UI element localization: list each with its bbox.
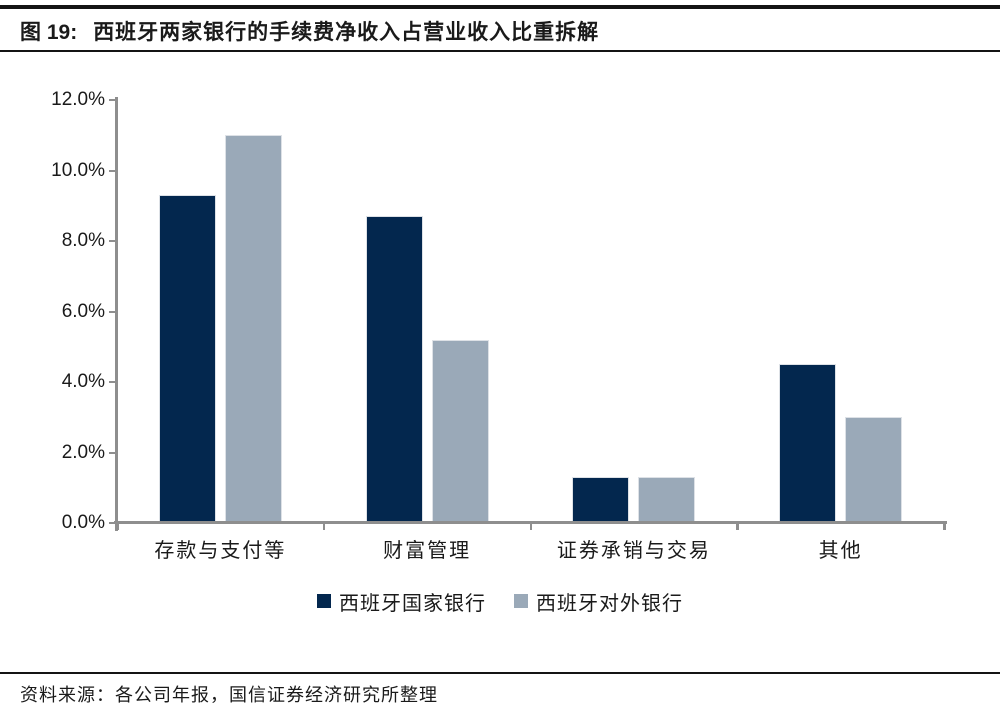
x-tick — [529, 521, 532, 530]
y-tick — [109, 169, 117, 172]
bar-series2-cat1 — [224, 135, 282, 523]
y-tick — [109, 522, 117, 524]
x-category-label: 其他 — [818, 540, 863, 562]
y-tick-label: 6.0% — [61, 300, 105, 322]
legend-label: 西班牙对外银行 — [536, 592, 683, 615]
bar-chart: 0.0% 2.0% 4.0% 6.0% 8.0% 10.0% 12.0% 存款与支付等 财富管… — [0, 60, 1000, 620]
x-tick — [736, 521, 739, 530]
x-category-label: 存款与支付等 — [154, 540, 287, 562]
legend-swatch-icon — [514, 594, 528, 608]
figure-title-text: 西班牙两家银行的手续费净收入占营业收入比重拆解 — [93, 21, 600, 44]
footer-rule — [0, 672, 1000, 674]
bar-series1-cat3 — [572, 477, 630, 523]
legend-swatch-icon — [317, 594, 331, 608]
y-tick-label: 4.0% — [61, 371, 105, 392]
x-category-label: 证券承销与交易 — [556, 540, 711, 562]
header-bottom-rule — [0, 50, 1000, 52]
y-tick — [109, 240, 117, 242]
y-tick — [109, 99, 117, 101]
bar-series1-cat4 — [779, 364, 837, 523]
x-tick — [116, 521, 119, 530]
figure-title: 图 19: 西班牙两家银行的手续费净收入占营业收入比重拆解 — [20, 16, 599, 46]
bar-series1-cat1 — [158, 195, 216, 523]
bar-series1-cat2 — [365, 216, 423, 523]
bar-series2-cat3 — [638, 477, 696, 523]
legend-item-series2: 西班牙对外银行 — [514, 587, 683, 616]
y-tick — [109, 381, 117, 383]
y-tick-label: 10.0% — [51, 159, 105, 181]
y-tick — [109, 451, 117, 454]
y-tick — [109, 310, 117, 313]
source-note: 资料来源：各公司年报，国信证券经济研究所整理 — [20, 685, 438, 705]
y-tick-label: 0.0% — [61, 512, 105, 533]
y-tick-label: 2.0% — [61, 441, 105, 463]
x-tick — [322, 521, 326, 530]
y-axis-line — [115, 97, 118, 531]
header-top-rule — [0, 5, 1000, 9]
figure-number-label: 图 19: — [20, 21, 78, 44]
legend-item-series1: 西班牙国家银行 — [317, 587, 486, 616]
x-tick — [943, 521, 946, 530]
x-category-label: 财富管理 — [383, 540, 472, 562]
y-tick-label: 8.0% — [61, 230, 105, 251]
legend-label: 西班牙国家银行 — [339, 592, 486, 615]
bar-series2-cat2 — [431, 339, 489, 523]
chart-legend: 西班牙国家银行 西班牙对外银行 — [0, 587, 1000, 616]
bar-series2-cat4 — [845, 417, 903, 523]
y-tick-label: 12.0% — [51, 89, 105, 110]
